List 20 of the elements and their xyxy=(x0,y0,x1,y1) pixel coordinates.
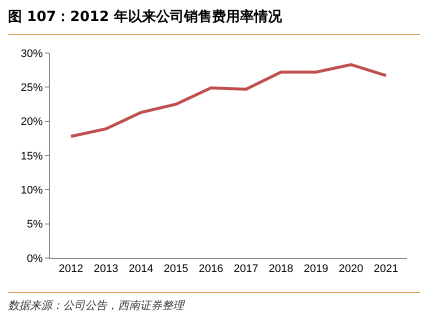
x-tick-label: 2014 xyxy=(128,263,154,276)
y-tick-label: 20% xyxy=(20,116,44,128)
x-tick-label: 2019 xyxy=(304,263,328,276)
x-tick-label: 2015 xyxy=(164,263,188,276)
line-series xyxy=(70,63,388,138)
y-tick-label: 5% xyxy=(26,218,44,231)
y-tick-label: 25% xyxy=(20,82,44,94)
chart-title: 图 107：2012 年以来公司销售费用率情况 xyxy=(8,8,282,26)
x-tick-label: 2017 xyxy=(234,263,258,276)
source-note: 数据来源：公司公告，西南证券整理 xyxy=(8,298,184,313)
x-tick-label: 2021 xyxy=(374,263,398,276)
y-tick-label: 15% xyxy=(20,150,44,162)
y-tick-label: 10% xyxy=(20,184,44,197)
x-tick-label: 2012 xyxy=(58,263,84,276)
x-tick-label: 2016 xyxy=(198,263,224,276)
x-tick-label: 2013 xyxy=(94,263,118,276)
x-tick-label: 2020 xyxy=(338,263,364,276)
x-tick-label: 2018 xyxy=(268,263,294,276)
y-tick-label: 30% xyxy=(20,48,44,60)
y-tick-label: 0% xyxy=(26,252,44,265)
